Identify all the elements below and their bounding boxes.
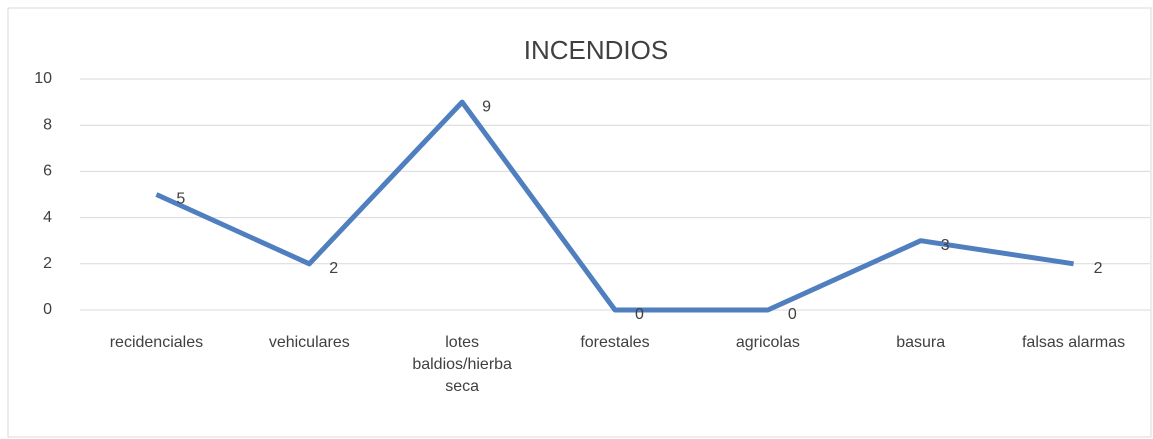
y-tick-label: 8 [43,116,52,133]
data-label: 0 [788,306,797,323]
data-label: 2 [1094,260,1103,277]
y-tick-label: 10 [34,70,52,87]
data-label: 3 [941,237,950,254]
x-tick-label: basura [896,334,946,351]
data-label: 0 [635,306,644,323]
y-tick-label: 6 [43,163,52,180]
data-label: 2 [329,260,338,277]
chart-title: INCENDIOS [524,35,668,65]
y-tick-label: 0 [43,301,52,318]
chart-border [7,7,1152,438]
line [155,99,1074,313]
data-label: 5 [176,191,185,208]
x-tick-label: vehiculares [268,334,350,351]
x-tick-label: falsas alarmas [1021,334,1126,351]
x-tick-label: recidenciales [109,334,204,351]
y-tick-label: 4 [43,209,52,226]
x-tick-label: forestales [580,334,650,351]
y-tick-label: 2 [43,255,52,272]
x-tick-label: lotes baldios/hierba seca [412,334,512,395]
x-tick-label: agricolas [735,334,800,351]
data-label: 9 [482,98,491,115]
